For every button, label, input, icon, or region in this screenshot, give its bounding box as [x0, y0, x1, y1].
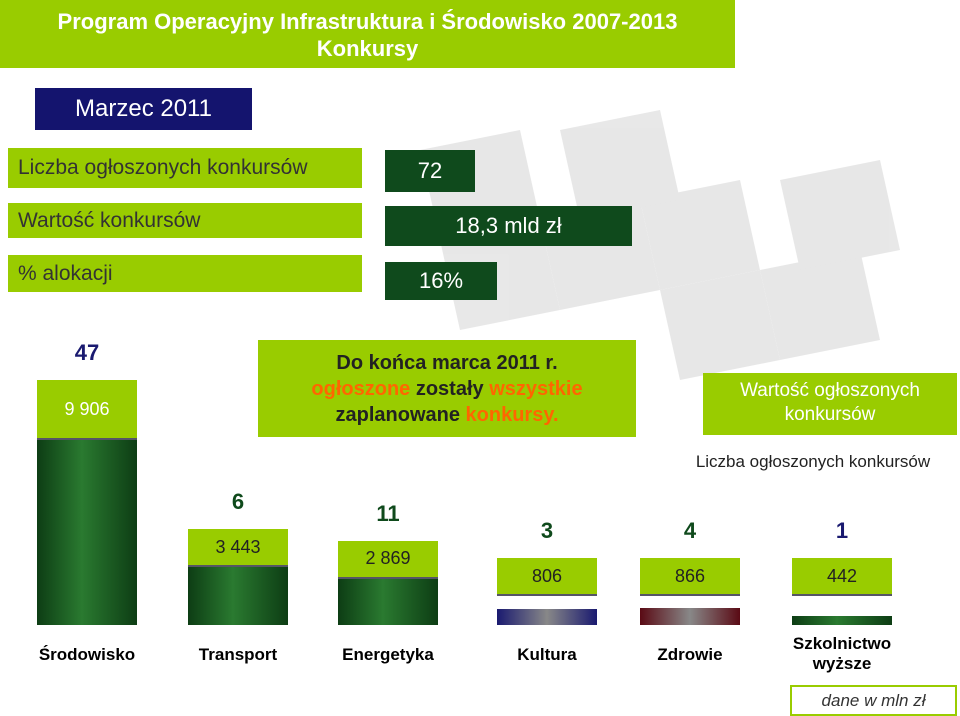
value-label: 866 — [640, 558, 740, 596]
summary-label: Wartość konkursów — [8, 203, 362, 238]
bar — [640, 607, 740, 625]
legend-value: Wartość ogłoszonych konkursów — [703, 373, 957, 435]
category-label: Energetyka — [342, 645, 434, 664]
legend-count: Liczba ogłoszonych konkursów — [695, 452, 931, 471]
note: Do końca marca 2011 r. ogłoszone zostały… — [258, 340, 636, 437]
note-line: Do końca marca 2011 r. — [336, 352, 558, 374]
bar — [37, 430, 137, 625]
summary-label: Liczba ogłoszonych konkursów — [8, 148, 362, 188]
summary-value: 72 — [385, 150, 475, 192]
count-label: 47 — [74, 340, 100, 365]
bar — [497, 609, 597, 625]
category-label: Kultura — [517, 645, 577, 664]
title: Program Operacyjny Infrastruktura i Środ… — [57, 9, 678, 34]
category-label: Szkolnictwo wyższe — [792, 634, 892, 673]
count-label: 3 — [540, 518, 554, 543]
value-label: 442 — [792, 558, 892, 596]
value-label: 2 869 — [338, 540, 438, 579]
note-text: zaplanowane — [335, 404, 466, 426]
category-label: Zdrowie — [657, 645, 723, 664]
unit-note: dane w mln zł — [790, 685, 957, 716]
summary-label: % alokacji — [8, 255, 362, 292]
period: Marzec 2011 — [35, 88, 252, 130]
note-highlight: wszystkie — [489, 378, 583, 400]
note-line: ogłoszone zostały wszystkie — [258, 376, 636, 402]
note-line: zaplanowane konkursy. — [258, 402, 636, 428]
count-label: 4 — [683, 518, 697, 543]
summary-value: 16% — [385, 262, 497, 300]
category-label: Środowisko — [38, 645, 136, 664]
summary-value: 18,3 mld zł — [385, 206, 632, 246]
note-text: zostały — [410, 378, 490, 400]
header: Program Operacyjny Infrastruktura i Środ… — [0, 0, 735, 68]
subtitle: Konkursy — [316, 36, 419, 61]
bar — [792, 616, 892, 625]
value-label: 3 443 — [188, 529, 288, 568]
value-label: 9 906 — [37, 380, 137, 440]
count-label: 11 — [376, 500, 400, 526]
count-label: 6 — [231, 489, 245, 515]
note-highlight: konkursy. — [465, 404, 559, 426]
bar — [188, 557, 288, 625]
value-label: 806 — [497, 558, 597, 596]
category-label: Transport — [198, 645, 278, 664]
count-label: 1 — [835, 518, 849, 543]
note-highlight: ogłoszone — [311, 378, 411, 400]
